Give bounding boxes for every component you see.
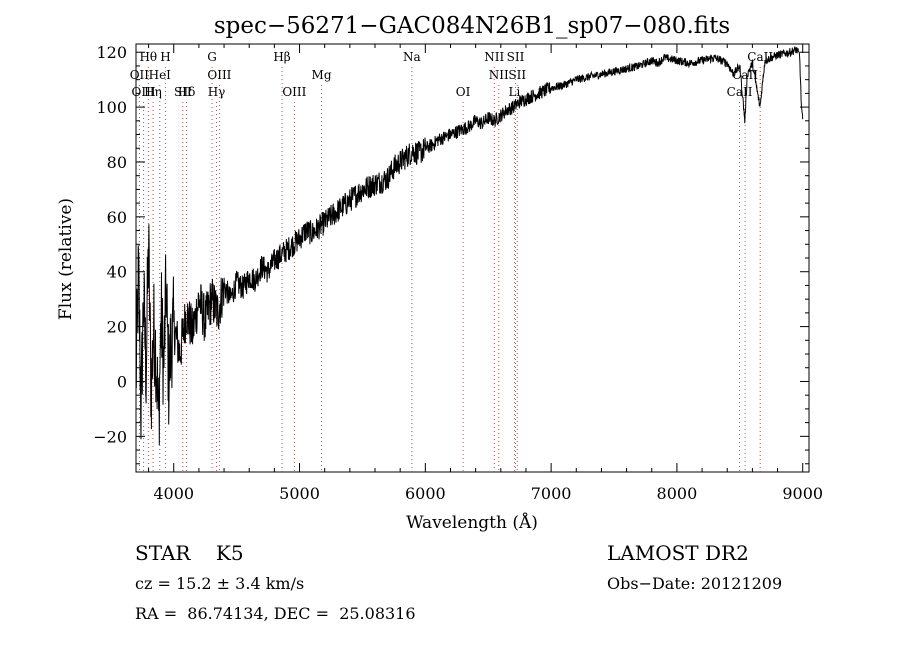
y-tick-label: 0	[117, 372, 127, 391]
spectral-line-label: OIII	[282, 85, 306, 99]
y-tick-label: 60	[107, 208, 127, 227]
spectral-line-label: Hθ	[139, 50, 157, 64]
x-tick-label: 5000	[279, 484, 320, 503]
spectral-line-label: SII	[174, 85, 192, 99]
spectrum-line	[135, 46, 804, 446]
spectral-line-label: NII	[484, 50, 504, 64]
spectral-line-label: G	[207, 50, 217, 64]
spectral-line-label: CaII	[727, 85, 753, 99]
spectral-line-label: OII	[130, 68, 150, 82]
obs-date: Obs−Date: 20121209	[607, 574, 783, 593]
object-class: STAR K5	[135, 541, 244, 565]
spectral-line-label: CaII	[747, 50, 773, 64]
spectral-line-label: H	[160, 50, 170, 64]
spectral-line-label: Hβ	[273, 50, 290, 64]
spectral-line-label: NII	[489, 68, 509, 82]
spectral-line-label: OI	[456, 85, 471, 99]
spectral-line-label: SII	[508, 68, 526, 82]
spectral-line-label: Na	[403, 50, 421, 64]
x-tick-label: 8000	[657, 484, 698, 503]
spectral-line-label: OIII	[132, 85, 156, 99]
y-tick-label: 20	[107, 318, 127, 337]
coordinates: RA = 86.74134, DEC = 25.08316	[135, 604, 416, 623]
plot-frame	[135, 43, 810, 473]
x-tick-label: 7000	[531, 484, 572, 503]
spectral-line-label: Hη	[144, 85, 162, 99]
redshift-text: cz = 15.2 ± 3.4 km/s	[135, 574, 305, 593]
spectral-line-label: OIII	[207, 68, 231, 82]
x-tick-label: 4000	[153, 484, 194, 503]
spectral-line-label: CaII	[732, 68, 758, 82]
spectral-line-label: Hγ	[208, 85, 226, 99]
x-tick-label: 9000	[782, 484, 823, 503]
chart-title: spec−56271−GAC084N26B1_sp07−080.fits	[214, 13, 730, 39]
spectral-line-label: HeI	[149, 68, 172, 82]
y-tick-label: −20	[93, 427, 127, 446]
y-tick-label: 80	[107, 153, 127, 172]
x-axis-label: Wavelength (Å)	[406, 512, 538, 533]
spectral-line-label: Mg	[312, 68, 332, 82]
spectral-line-label: Li	[508, 85, 520, 99]
survey-name: LAMOST DR2	[607, 541, 749, 565]
spectral-line-label: SII	[507, 50, 525, 64]
y-axis-label: Flux (relative)	[56, 198, 76, 320]
x-tick-label: 6000	[405, 484, 446, 503]
y-tick-label: 100	[96, 98, 127, 117]
spectral-line-label: Hδ	[178, 85, 196, 99]
y-tick-label: 120	[96, 43, 127, 62]
y-tick-label: 40	[107, 263, 127, 282]
